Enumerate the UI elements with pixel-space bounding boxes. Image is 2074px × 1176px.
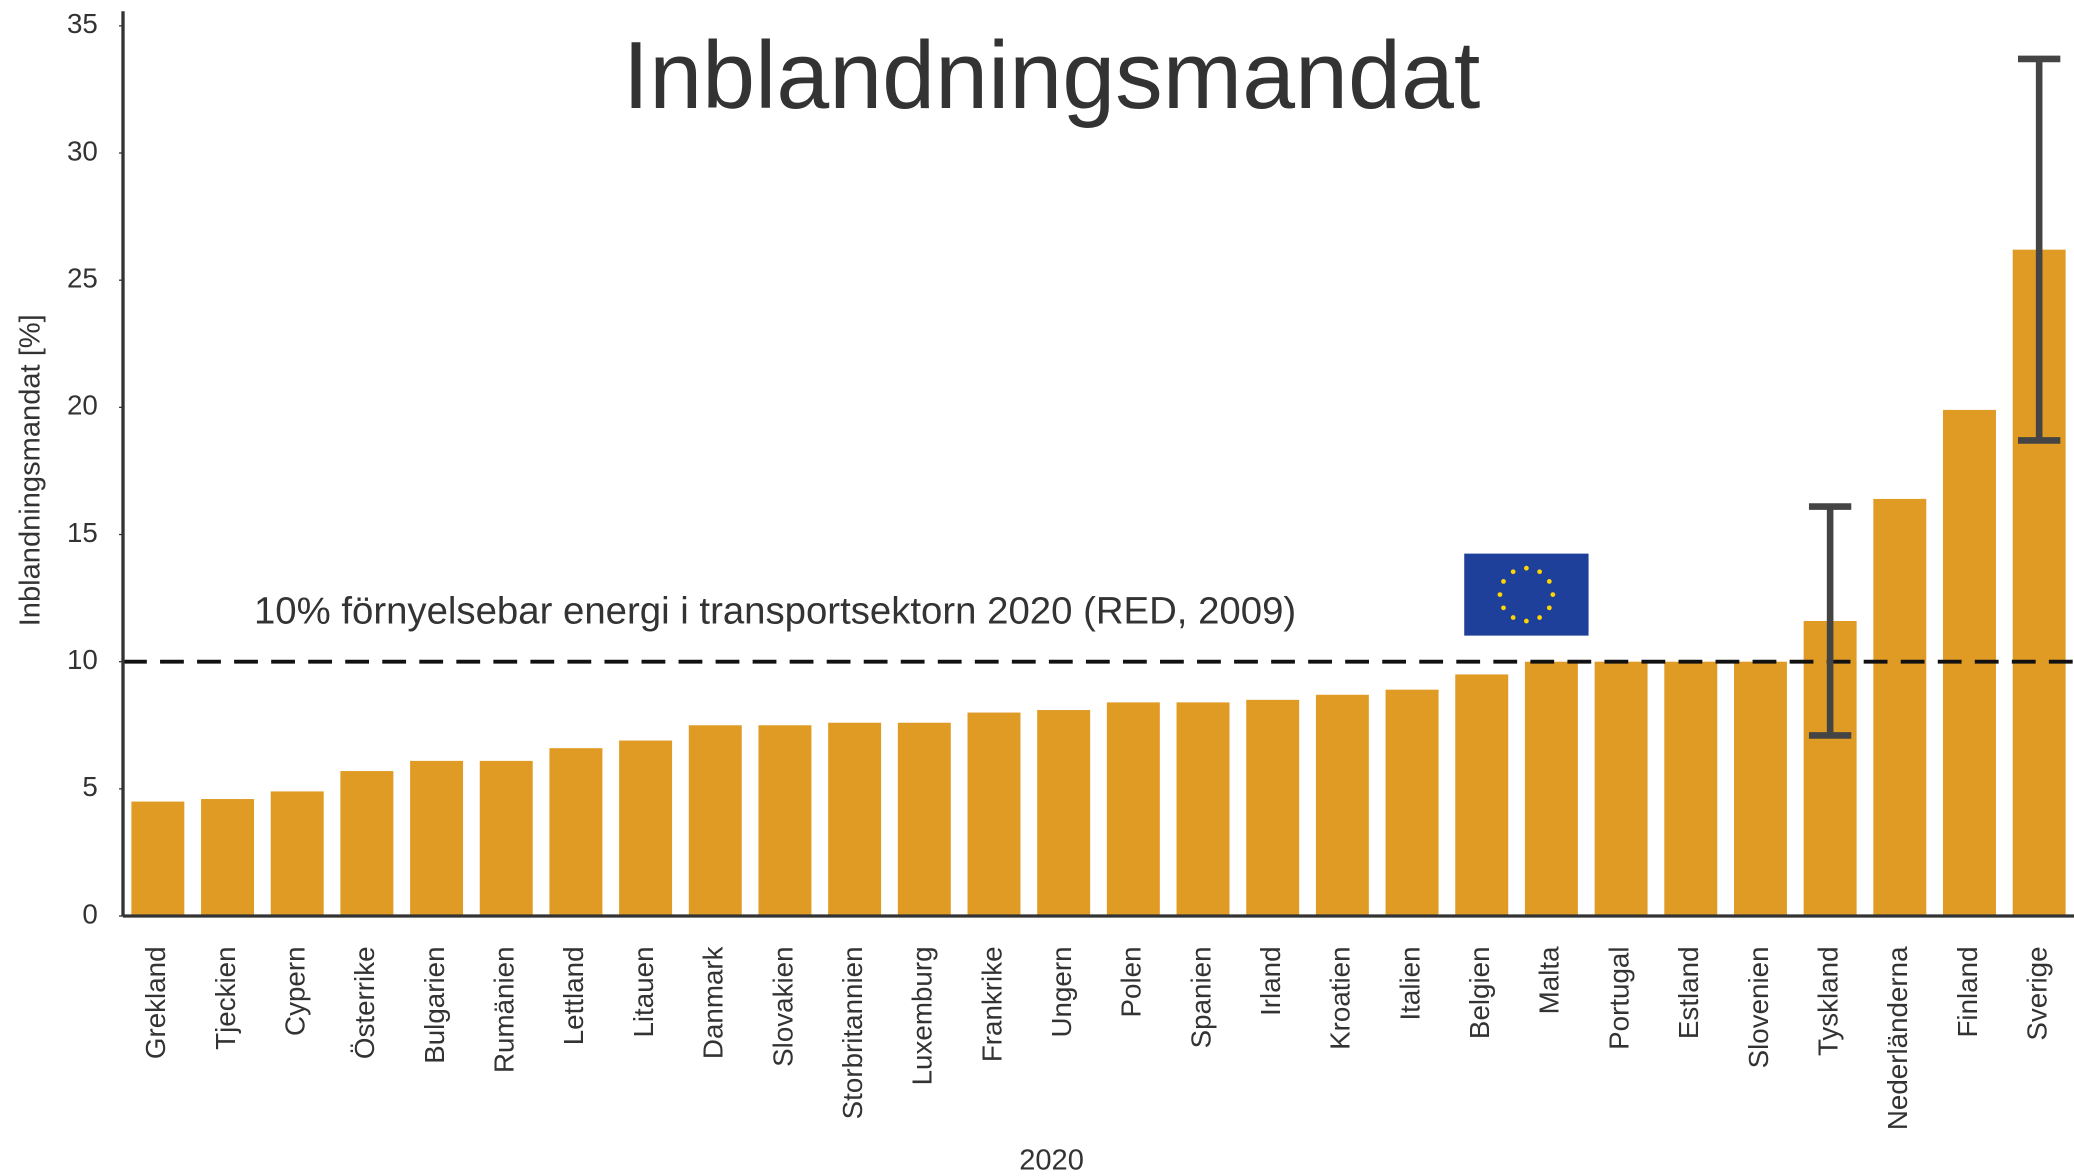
x-tick-label: Polen (1116, 946, 1147, 1017)
x-tick-label: Nederländerna (1882, 946, 1913, 1130)
bar (1455, 674, 1509, 917)
bar (131, 801, 185, 917)
x-tick-label: Lettland (558, 946, 589, 1045)
flag-star (1510, 569, 1516, 575)
x-tick-label: Portugal (1603, 946, 1634, 1049)
bar (270, 791, 324, 917)
bar (1524, 661, 1578, 917)
bar (479, 760, 533, 917)
y-tick-label: 0 (82, 898, 97, 929)
bar (619, 740, 673, 917)
x-tick-label: Österrike (349, 946, 380, 1059)
flag-star (1497, 592, 1503, 597)
eu-flag (1464, 553, 1589, 636)
y-tick-label: 35 (67, 8, 98, 39)
x-tick-label: Cypern (280, 946, 311, 1036)
y-tick-label: 25 (67, 263, 98, 294)
x-tick-label: Malta (1534, 946, 1565, 1014)
bar (688, 725, 742, 917)
y-axis-label: Inblandningsmandat [%] (14, 314, 46, 626)
bar (1176, 702, 1230, 917)
error-bar (2017, 55, 2061, 444)
flag-star (1501, 605, 1506, 611)
bar (1385, 689, 1439, 917)
x-tick-label: Tjeckien (210, 946, 241, 1049)
y-tick-label: 5 (82, 771, 97, 802)
x-tick-label: Belgien (1464, 946, 1495, 1039)
bar (410, 760, 464, 917)
flag-star (1546, 605, 1552, 611)
chart-title: Inblandningsmandat (623, 23, 1481, 129)
x-tick-label: Rumänien (489, 946, 520, 1073)
x-tick-label: Italien (1394, 946, 1425, 1020)
bar (1664, 661, 1718, 917)
bar (897, 722, 951, 917)
y-tick-label: 15 (67, 517, 98, 548)
flag-star (1524, 618, 1529, 624)
flag-star (1501, 579, 1506, 584)
bar (340, 771, 394, 917)
x-tick-label: Estland (1673, 946, 1704, 1039)
x-tick-label: Frankrike (976, 946, 1007, 1062)
x-tick-label: Irland (1255, 946, 1286, 1015)
x-axis-label: 2020 (1019, 1145, 1084, 1176)
x-tick-label: Tyskland (1812, 946, 1843, 1056)
y-tick-label: 20 (67, 390, 98, 421)
bar (758, 725, 812, 917)
x-tick-label: Storbritannien (837, 946, 868, 1119)
bar (1873, 498, 1927, 917)
x-tick-label: Sverige (2021, 946, 2052, 1040)
flag-star (1537, 615, 1543, 620)
flag-star (1510, 615, 1516, 620)
x-tick-label: Spanien (1185, 946, 1216, 1048)
x-tick-label: Finland (1952, 946, 1983, 1037)
reference-label: 10% förnyelsebar energi i transportsekto… (254, 589, 1296, 632)
x-tick-label: Kroatien (1325, 946, 1356, 1049)
bar (828, 722, 882, 917)
bar (549, 748, 603, 917)
flag-star (1546, 579, 1552, 584)
bar (1037, 710, 1091, 917)
flag-star (1550, 592, 1556, 597)
x-tick-label: Bulgarien (419, 946, 450, 1063)
x-tick-label: Luxemburg (907, 946, 938, 1085)
x-tick-label: Danmark (698, 946, 729, 1059)
bar (1106, 702, 1160, 917)
x-tick-label: Litauen (628, 946, 659, 1037)
bar (201, 799, 255, 917)
x-tick-label: Ungern (1046, 946, 1077, 1037)
bar (1315, 694, 1369, 917)
bar (1246, 699, 1300, 917)
x-tick-label: Slovenien (1743, 946, 1774, 1068)
flag-star (1537, 569, 1543, 575)
y-tick-label: 10 (67, 644, 98, 675)
x-tick-label: Slovakien (767, 946, 798, 1066)
x-tick-label: Grekland (140, 946, 171, 1059)
flag-star (1524, 565, 1529, 571)
bar (967, 712, 1021, 917)
bar (1733, 661, 1787, 917)
bar (1594, 661, 1648, 917)
y-tick-label: 30 (67, 135, 98, 166)
error-bar (1808, 503, 1852, 739)
